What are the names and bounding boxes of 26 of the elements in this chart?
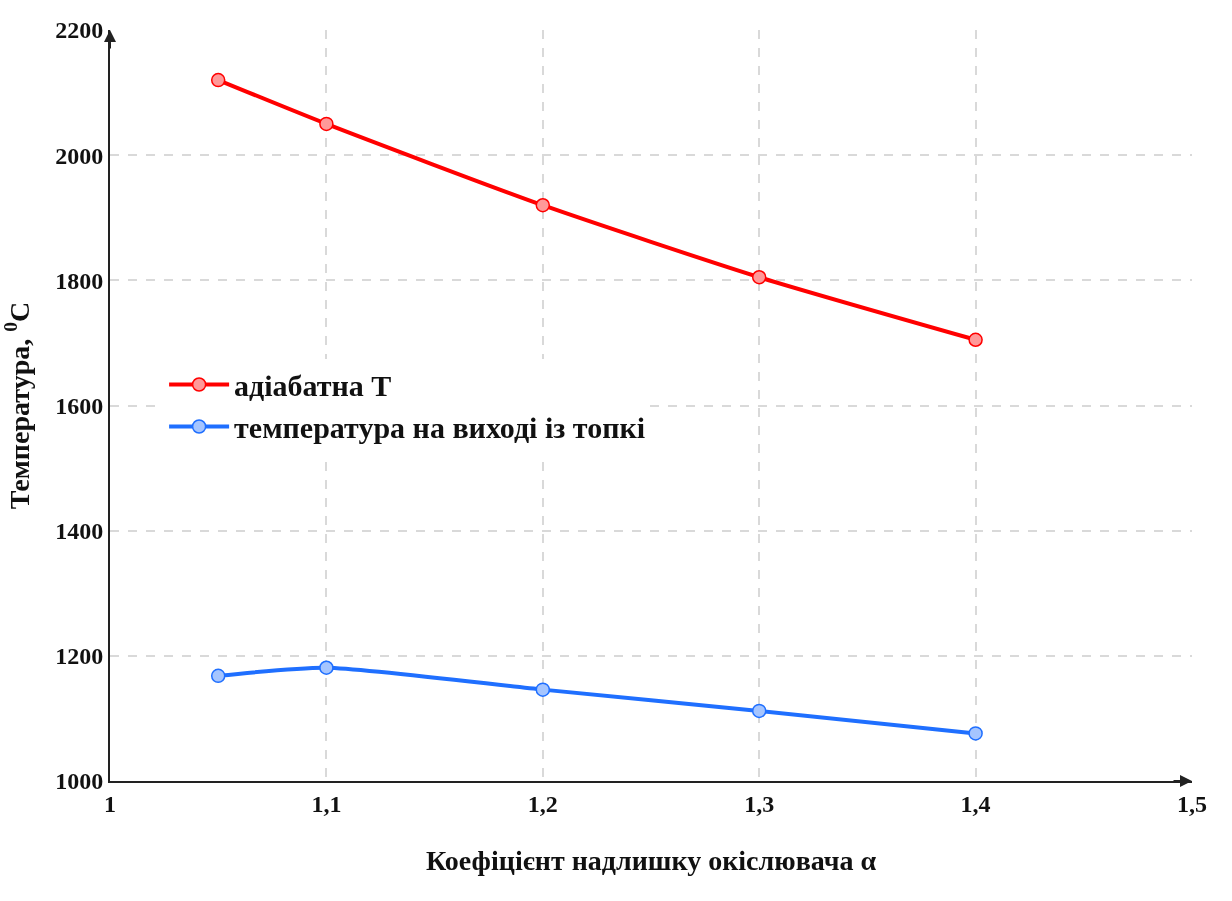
x-tick-label: 1,4 <box>960 790 991 817</box>
y-tick-label: 1400 <box>55 518 104 545</box>
point <box>319 116 334 132</box>
y-tick-label: 1800 <box>55 267 104 294</box>
point <box>210 668 226 684</box>
x-tick-label: 1,1 <box>311 790 342 817</box>
y-tick-label: 1600 <box>55 392 104 419</box>
x-tick-label: 1,2 <box>527 790 558 817</box>
point <box>319 660 334 675</box>
point <box>751 703 767 719</box>
y-tick-label: 2000 <box>55 142 104 169</box>
point <box>210 72 226 88</box>
y-tick-label: 1000 <box>55 768 104 795</box>
x-tick-label: 1,5 <box>1177 790 1207 817</box>
y-tick-label: 2200 <box>55 17 104 44</box>
point <box>535 682 551 697</box>
point <box>968 726 983 741</box>
point <box>751 269 767 285</box>
point <box>968 332 983 348</box>
legend-label: температура на виході із топкі <box>234 411 646 445</box>
x-tick-label: 1,3 <box>744 790 775 817</box>
legend-label: адіабатна Т <box>234 369 392 403</box>
point <box>535 197 551 213</box>
x-tick-label: 1 <box>104 790 116 817</box>
y-tick-label: 1200 <box>55 643 104 670</box>
x-axis-title: Коефіцієнт надлишку окіслювача α <box>425 845 877 877</box>
